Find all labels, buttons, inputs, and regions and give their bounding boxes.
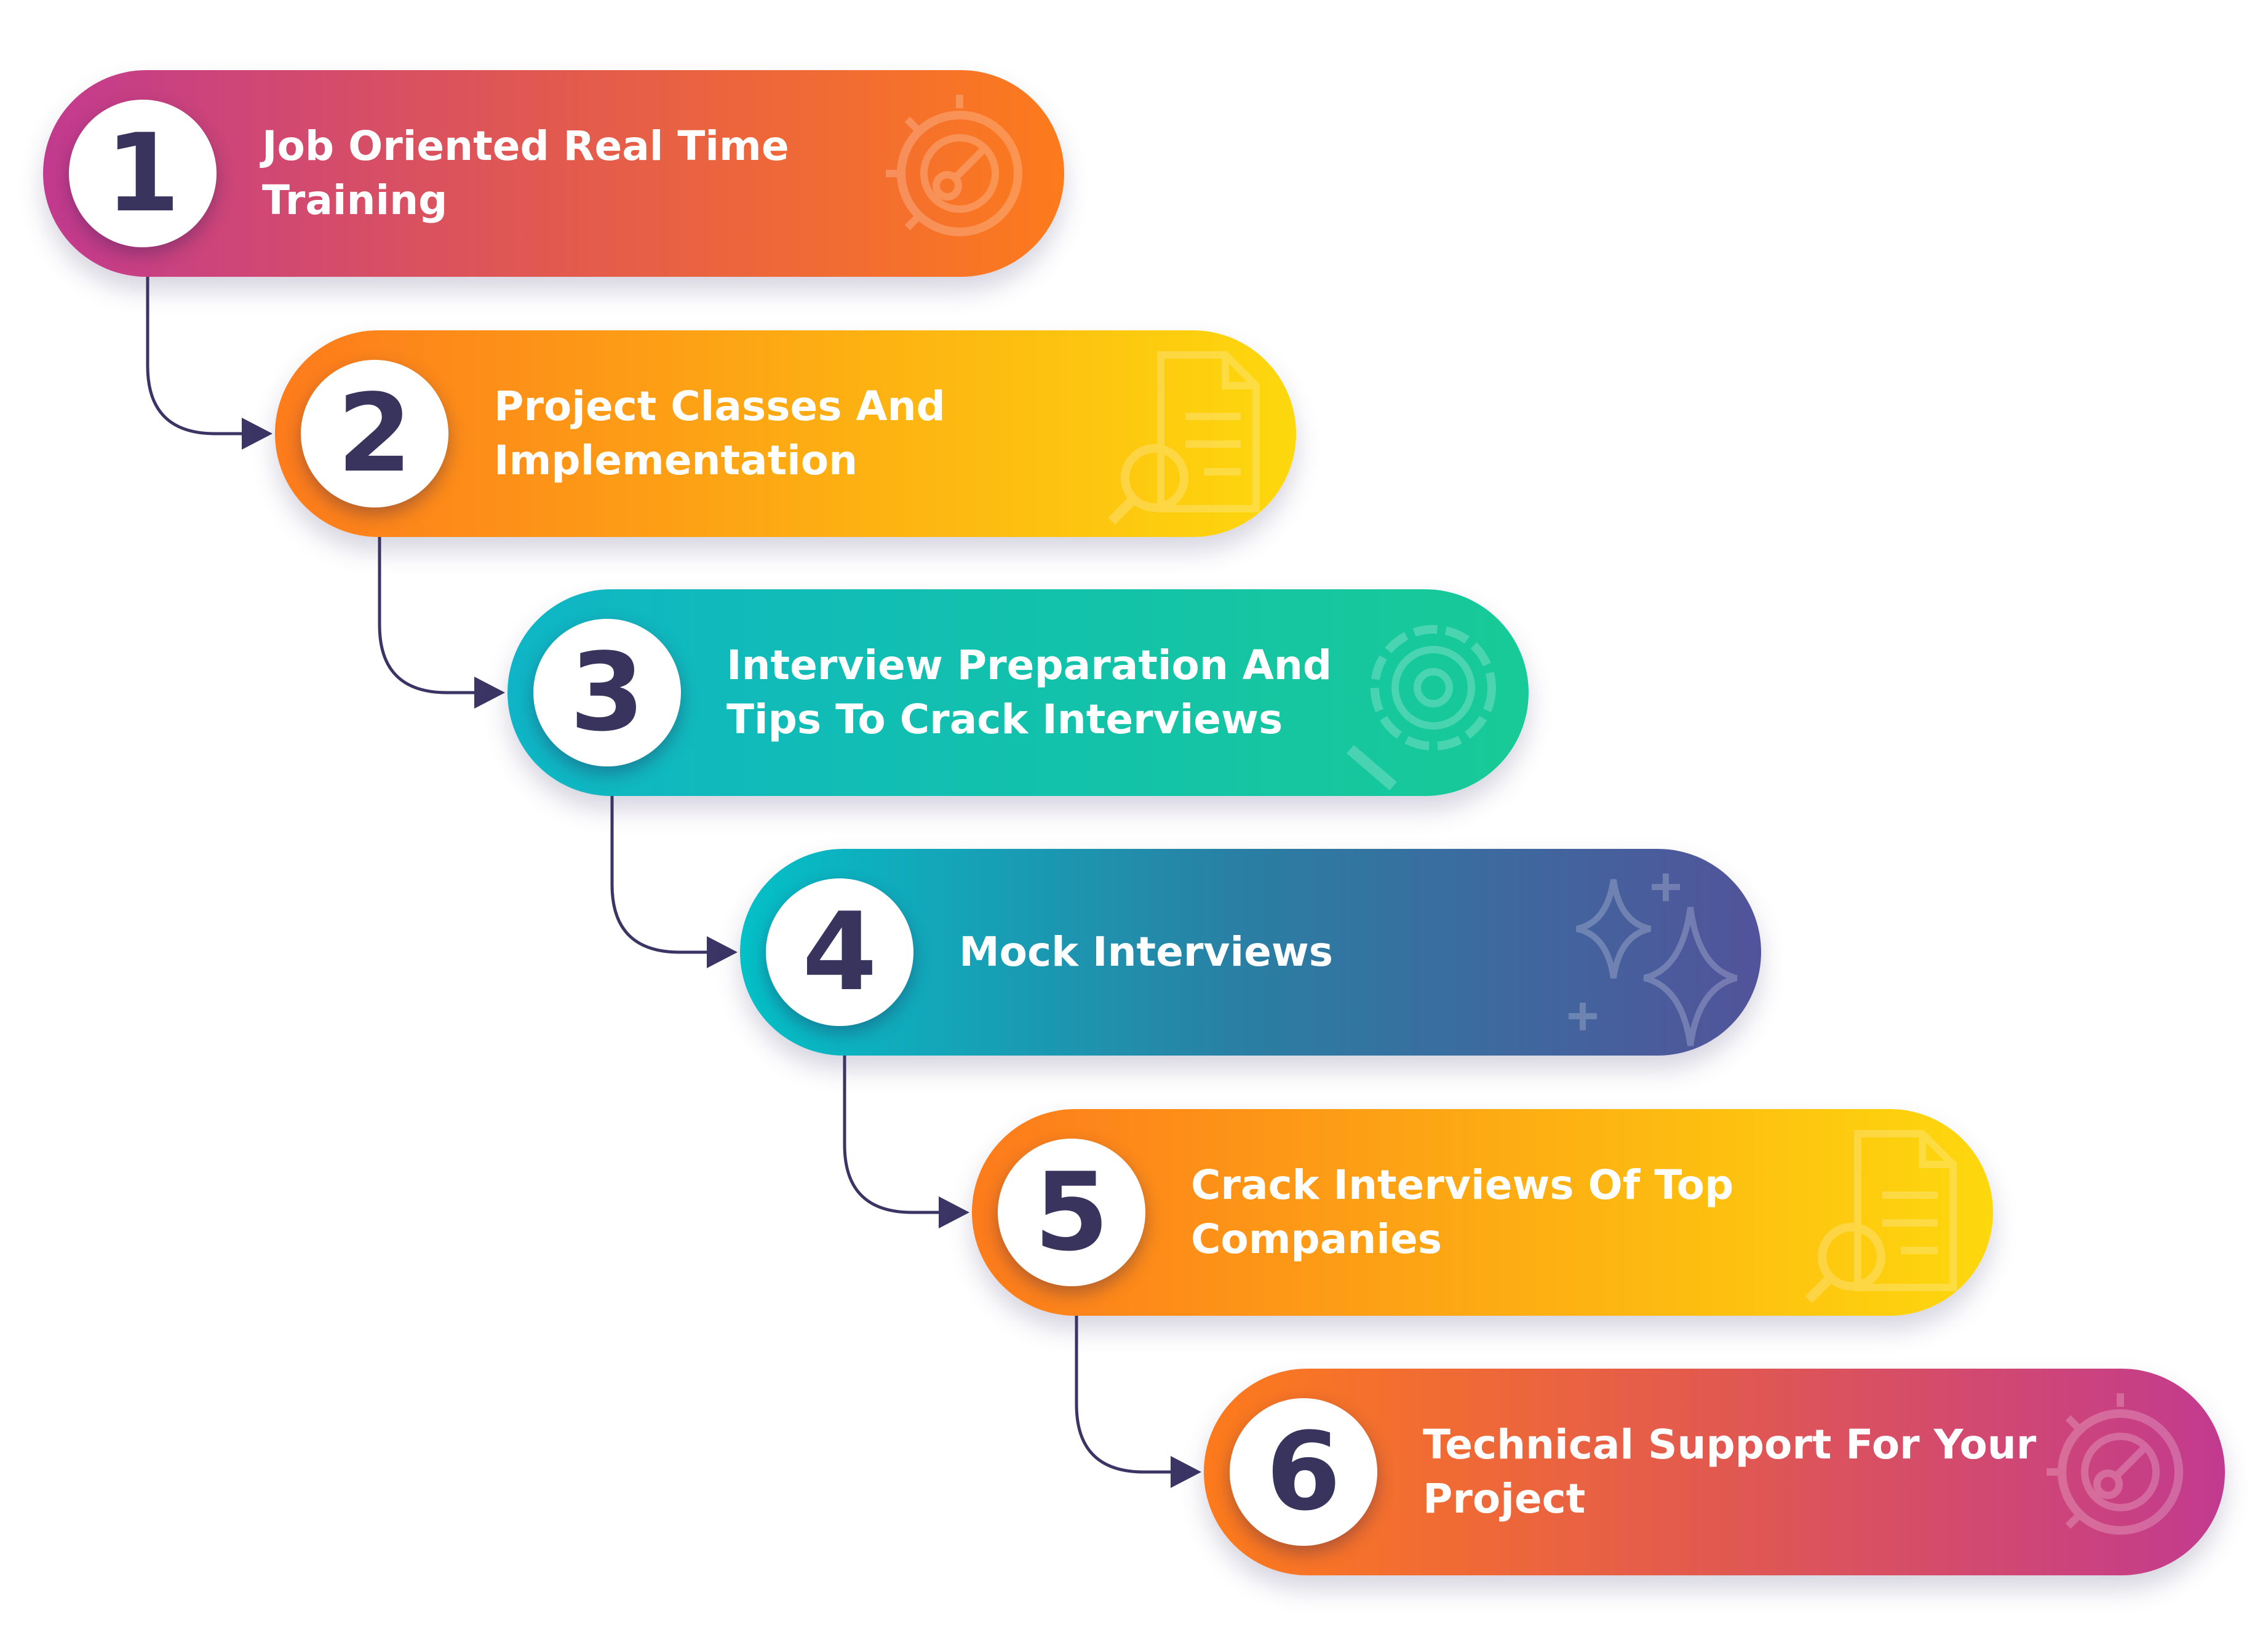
arrowhead [1171,1456,1201,1488]
step-6-number: 6 [1266,1409,1341,1535]
step-1-label: Job Oriented Real Time Training [262,122,789,224]
step-4-number: 4 [802,889,877,1015]
step-5-number-badge: 5 [998,1139,1145,1286]
connector-line [378,537,477,694]
arrowhead [474,677,505,709]
step-4-label: Mock Interviews [959,928,1334,976]
step-6-label: Technical Support For Your Project [1423,1421,2037,1522]
document-search-icon [1805,1130,1957,1303]
step-4-card: 4 Mock Interviews [740,849,1761,1056]
target-icon [886,95,1022,236]
step-4-number-badge: 4 [766,878,913,1026]
step-3-number-badge: 3 [533,619,681,766]
step-2-card: 2 Project Classes And Implementation [275,330,1296,537]
step-5-card: 5 Crack Interviews Of Top Companies [972,1109,1993,1316]
step-5-label: Crack Interviews Of Top Companies [1191,1161,1734,1263]
step-1-number-badge: 1 [69,100,217,247]
step-1-number: 1 [105,111,180,236]
step-3-card: 3 Interview Preparation And Tips To Crac… [507,589,1529,796]
step-6-number-badge: 6 [1230,1398,1377,1546]
gear-wrench-icon [1347,625,1496,790]
connector-line [610,796,709,954]
step-2-number: 2 [337,371,412,496]
step-3-label: Interview Preparation And Tips To Crack … [726,642,1332,743]
connector-line [146,277,244,436]
target-icon [2047,1393,2183,1535]
step-1-card: 1 Job Oriented Real Time Training [43,70,1064,277]
step-5-number: 5 [1034,1150,1109,1275]
step-3-number: 3 [570,630,645,755]
step-2-label: Project Classes And Implementation [494,383,945,484]
arrowhead [939,1196,969,1228]
connector-line [843,1056,941,1214]
step-2-number-badge: 2 [301,360,448,507]
document-search-icon [1108,351,1260,525]
connector-line [1075,1316,1173,1474]
step-6-card: 6 Technical Support For Your Project [1204,1369,2225,1575]
arrowhead [707,936,738,968]
sparkle-icon [1569,873,1738,1046]
arrowhead [242,418,273,450]
